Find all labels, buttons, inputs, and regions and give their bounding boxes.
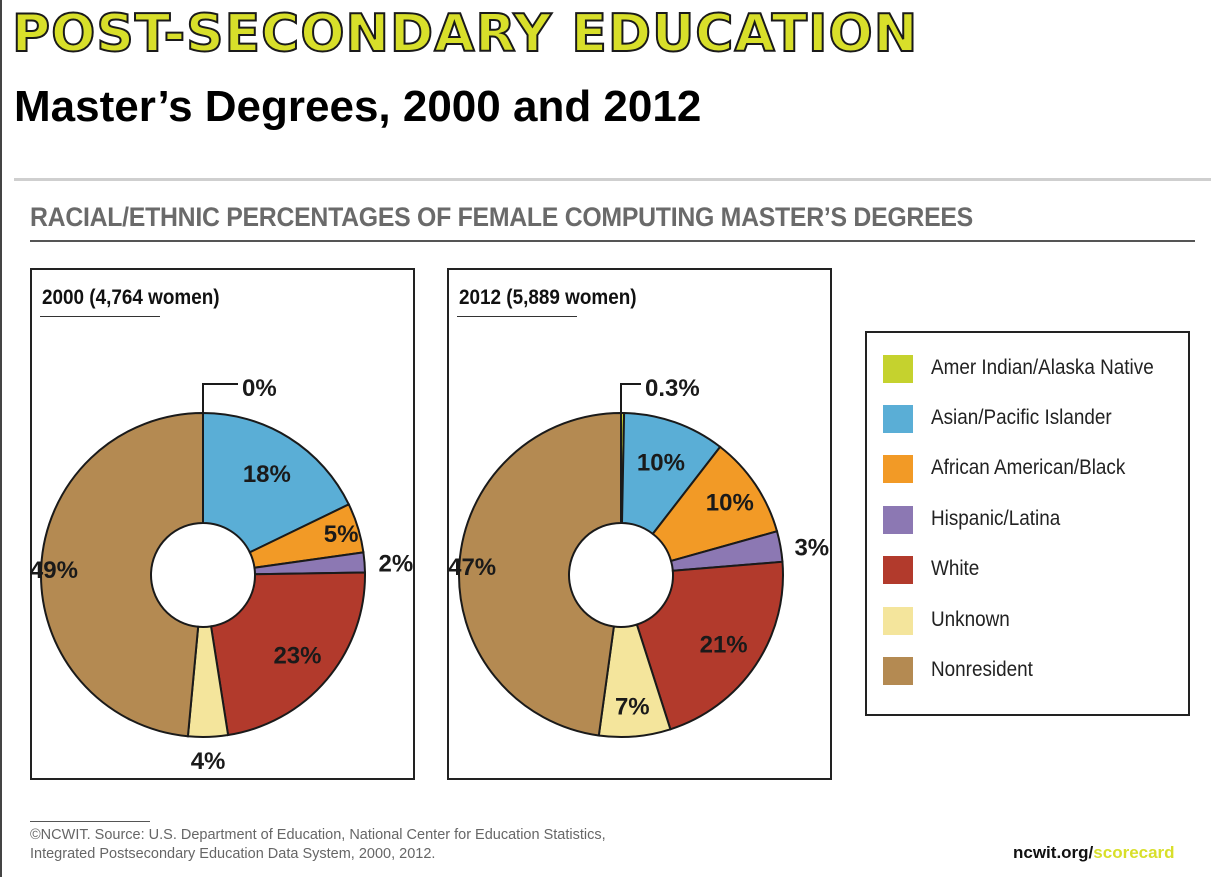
callout-leader-line <box>202 383 238 413</box>
legend-label: Hispanic/Latina <box>931 507 1061 530</box>
chart-panel-2012: 2012 (5,889 women) 0.3% 10% 10% 3% 21% 7% 47% <box>447 268 832 780</box>
slide-title: Master’s Degrees, 2000 and 2012 <box>14 82 702 131</box>
chart-heading: RACIAL/ETHNIC PERCENTAGES OF FEMALE COMP… <box>30 202 973 232</box>
data-label-nonresident: 49% <box>30 557 78 584</box>
legend-swatch <box>883 355 913 383</box>
panel-title-2012: 2012 (5,889 women) <box>459 286 637 309</box>
legend-label: African American/Black <box>931 456 1126 479</box>
slice-nonresident <box>457 411 622 737</box>
brand-path: scorecard <box>1093 843 1175 862</box>
legend-label: Amer Indian/Alaska Native <box>931 356 1154 379</box>
legend-swatch <box>883 455 913 483</box>
heading-divider <box>30 240 1195 242</box>
legend-swatch <box>883 405 913 433</box>
title-divider <box>14 178 1211 181</box>
data-label-african-american: 10% <box>706 490 754 517</box>
footnote-line: Integrated Postsecondary Education Data … <box>30 846 436 862</box>
slice-white <box>635 560 784 731</box>
legend-label: Unknown <box>931 608 1010 631</box>
panel-title-underline <box>457 316 577 317</box>
slide-frame-edge <box>0 0 2 877</box>
brand-domain: ncwit.org/ <box>1013 843 1094 862</box>
donut-chart-2000: 0% 18% 5% 2% 23% 4% 49% <box>30 375 414 775</box>
donut-chart-2012: 0.3% 10% 10% 3% 21% 7% 47% <box>448 375 829 738</box>
data-label-unknown: 7% <box>615 694 650 721</box>
source-footnote: ©NCWIT. Source: U.S. Department of Educa… <box>30 826 606 864</box>
legend-label: Asian/Pacific Islander <box>931 406 1112 429</box>
legend-swatch <box>883 556 913 584</box>
legend-swatch <box>883 657 913 685</box>
data-label-nonresident: 47% <box>448 554 496 581</box>
footnote-divider <box>30 821 150 822</box>
chart-legend: Amer Indian/Alaska Native Asian/Pacific … <box>865 331 1190 716</box>
data-label-amer-indian: 0.3% <box>645 375 700 402</box>
panel-title-2000: 2000 (4,764 women) <box>42 286 220 309</box>
brand-link[interactable]: ncwit.org/scorecard <box>1013 843 1175 863</box>
legend-swatch <box>883 607 913 635</box>
footnote-line: ©NCWIT. Source: U.S. Department of Educa… <box>30 827 606 843</box>
panel-title-underline <box>40 316 160 317</box>
data-label-white: 21% <box>700 632 748 659</box>
data-label-asian-pacific: 18% <box>243 461 291 488</box>
data-label-amer-indian: 0% <box>242 375 277 402</box>
data-label-asian-pacific: 10% <box>637 450 685 477</box>
slice-asian-pacific <box>202 411 351 554</box>
data-label-unknown: 4% <box>191 748 226 775</box>
legend-label: Nonresident <box>931 658 1033 681</box>
chart-panel-2000: 2000 (4,764 women) 0% 18% 5% 2% 23% 4% 49% <box>30 268 415 780</box>
data-label-white: 23% <box>273 643 321 670</box>
banner-title: POST-SECONDARY EDUCATION <box>11 3 919 65</box>
data-label-hispanic: 2% <box>379 550 414 577</box>
slice-white <box>209 571 366 737</box>
callout-leader-line <box>620 383 641 413</box>
data-label-african-american: 5% <box>324 521 359 548</box>
legend-swatch <box>883 506 913 534</box>
legend-label: White <box>931 557 980 580</box>
slice-nonresident <box>40 411 204 738</box>
data-label-hispanic: 3% <box>794 534 829 561</box>
